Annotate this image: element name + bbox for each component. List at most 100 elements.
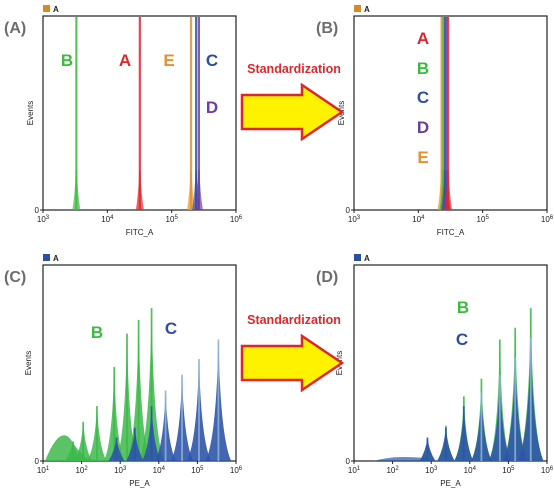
bead-spike xyxy=(137,319,140,461)
annotation-label: D xyxy=(417,118,429,137)
x-axis-label: FITC_A xyxy=(437,228,465,237)
x-tick-label: 102 xyxy=(75,466,88,475)
x-tick-label: 101 xyxy=(348,466,361,475)
noise-region xyxy=(45,435,91,461)
bead-spike xyxy=(198,359,200,461)
legend: A xyxy=(354,5,370,14)
x-tick-label: 105 xyxy=(166,215,179,224)
x-tick-label: 103 xyxy=(37,215,50,224)
series-peak xyxy=(446,17,450,210)
x-tick-label: 105 xyxy=(502,466,515,475)
series-D xyxy=(194,17,203,210)
legend-label: A xyxy=(53,254,59,263)
arrow-shape xyxy=(240,333,345,393)
bead-spike xyxy=(82,421,85,461)
bead-spike xyxy=(181,374,183,461)
bead-spike xyxy=(150,406,153,461)
annotation-label: C xyxy=(417,88,429,107)
series-C xyxy=(419,337,544,461)
x-tick-label: 104 xyxy=(101,215,114,224)
x-tick-label: 106 xyxy=(230,466,243,475)
series-peak xyxy=(197,17,200,210)
y-tick-label: 0 xyxy=(346,457,351,466)
plot-frame xyxy=(353,15,548,211)
arrow-shape xyxy=(240,82,345,142)
bead-spike xyxy=(462,406,465,461)
plot-data xyxy=(374,308,544,461)
series-base xyxy=(194,170,203,210)
standardization-arrow: Standardization xyxy=(240,313,345,393)
panel-label: (B) xyxy=(316,20,338,37)
series-base xyxy=(72,170,81,210)
annotation-label: B xyxy=(91,323,103,342)
annotation-label: C xyxy=(456,330,468,349)
x-tick-label: 104 xyxy=(153,466,166,475)
x-tick-label: 103 xyxy=(114,466,127,475)
x-tick-label: 103 xyxy=(348,215,361,224)
bead-spike xyxy=(444,427,447,461)
x-axis-label: FITC_A xyxy=(126,228,154,237)
legend-swatch xyxy=(354,5,361,12)
y-tick-label: 0 xyxy=(35,206,40,215)
bead-spike xyxy=(96,406,98,461)
annotation-label: A xyxy=(119,51,131,70)
series-peak xyxy=(443,17,447,210)
x-tick-label: 103 xyxy=(425,466,438,475)
series-E xyxy=(187,17,196,210)
panel-label: (D) xyxy=(316,269,338,286)
legend-label: A xyxy=(364,254,370,263)
annotation-label: A xyxy=(417,29,429,48)
x-tick-label: 106 xyxy=(541,215,554,224)
bead-spike xyxy=(529,337,532,461)
y-tick-label: 0 xyxy=(346,206,351,215)
bead-spike xyxy=(164,390,167,461)
series-peak xyxy=(445,17,448,210)
x-tick-label: 106 xyxy=(541,466,554,475)
series-peak xyxy=(138,17,141,210)
annotation-label: B xyxy=(61,51,73,70)
bead-spike xyxy=(217,339,220,461)
series-A xyxy=(135,17,144,210)
series-base xyxy=(187,170,196,210)
annotation-label: E xyxy=(417,148,428,167)
series-peak xyxy=(442,17,445,210)
panel-label: (A) xyxy=(4,20,26,37)
series-A xyxy=(444,17,453,210)
legend-label: A xyxy=(53,5,59,14)
x-tick-label: 106 xyxy=(230,215,243,224)
legend: A xyxy=(43,5,59,14)
noise-region xyxy=(374,457,434,461)
panel-label: (C) xyxy=(4,269,26,286)
bead-spike xyxy=(498,374,501,461)
annotation-label: C xyxy=(165,319,177,338)
series-base xyxy=(444,170,453,210)
series-peak xyxy=(75,17,78,210)
bead-spike xyxy=(133,427,136,461)
legend-swatch xyxy=(43,254,50,261)
series-C xyxy=(108,339,232,461)
bead-spike xyxy=(113,366,116,461)
y-axis-label: Events xyxy=(26,101,35,125)
arrow-label: Standardization xyxy=(247,313,341,327)
annotation-label: B xyxy=(457,298,469,317)
bead-spike xyxy=(150,308,153,461)
legend-swatch xyxy=(354,254,361,261)
series-base xyxy=(135,170,144,210)
annotation-label: D xyxy=(206,98,218,117)
x-axis-label: PE_A xyxy=(129,479,150,488)
plot-data xyxy=(45,308,232,461)
x-tick-label: 105 xyxy=(191,466,204,475)
standardization-arrow: Standardization xyxy=(240,62,345,142)
legend: A xyxy=(354,254,370,263)
y-axis-label: Events xyxy=(24,351,33,375)
series-B xyxy=(72,17,81,210)
arrow-label: Standardization xyxy=(247,62,341,76)
bead-spike xyxy=(480,392,483,461)
bead-spike xyxy=(426,437,429,461)
x-tick-label: 102 xyxy=(386,466,399,475)
legend: A xyxy=(43,254,59,263)
